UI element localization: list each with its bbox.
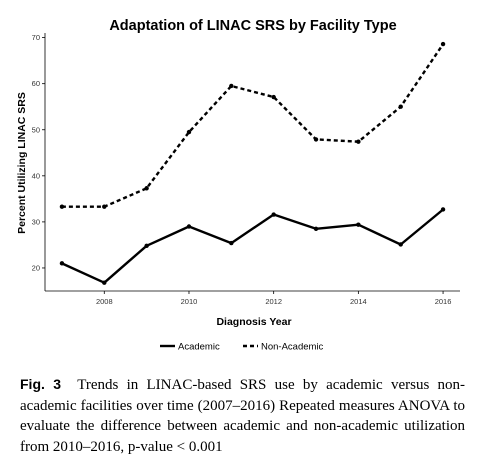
data-point-non-academic — [59, 204, 65, 209]
data-point-academic — [59, 261, 65, 266]
series-line-non-academic — [61, 43, 445, 208]
data-point-non-academic — [440, 41, 446, 47]
y-tick-label: 60 — [32, 79, 40, 88]
legend: Academic Non-Academic — [160, 342, 324, 353]
data-point-non-academic — [102, 204, 107, 209]
x-tick-label: 2012 — [265, 297, 282, 306]
y-ticks: 20 30 40 50 60 70 — [32, 33, 45, 272]
figure-caption: Fig. 3 Trends in LINAC-based SRS use by … — [20, 374, 465, 457]
x-tick-label: 2008 — [96, 297, 113, 306]
caption-label: Fig. 3 — [20, 376, 62, 392]
x-axis-label: Diagnosis Year — [216, 316, 291, 328]
data-point-non-academic — [186, 129, 192, 135]
x-tick-label: 2016 — [435, 297, 452, 306]
data-point-non-academic — [271, 94, 276, 100]
data-point-academic — [356, 222, 361, 227]
legend-label-non-academic: Non-Academic — [261, 342, 324, 353]
data-point-academic — [398, 242, 403, 247]
y-tick-label: 40 — [32, 171, 40, 180]
y-tick-label: 70 — [32, 33, 40, 42]
data-point-academic — [440, 207, 446, 212]
caption-text: Trends in LINAC-based SRS use by academi… — [20, 377, 466, 455]
data-point-academic — [144, 243, 149, 249]
data-point-academic — [186, 224, 192, 229]
y-axis-label: Percent Utilizing LINAC SRS — [16, 92, 28, 234]
data-point-non-academic — [229, 83, 234, 89]
data-point-non-academic — [356, 139, 361, 144]
y-tick-label: 50 — [32, 125, 40, 134]
data-point-non-academic — [144, 186, 149, 191]
x-tick-label: 2014 — [350, 297, 367, 306]
data-point-non-academic — [313, 137, 319, 142]
x-tick-label: 2010 — [181, 297, 198, 306]
series-line-academic — [61, 208, 444, 284]
data-point-academic — [313, 226, 319, 232]
y-tick-label: 20 — [32, 263, 40, 272]
chart-title: Adaptation of LINAC SRS by Facility Type — [109, 18, 396, 34]
x-ticks: 2008 2010 2012 2014 2016 — [96, 291, 451, 306]
y-tick-label: 30 — [32, 217, 40, 226]
legend-label-academic: Academic — [178, 342, 220, 353]
data-point-academic — [229, 240, 234, 246]
series-layer — [59, 41, 446, 285]
data-point-non-academic — [398, 104, 403, 109]
data-point-academic — [271, 212, 276, 217]
data-point-academic — [102, 280, 107, 285]
line-chart: Adaptation of LINAC SRS by Facility Type… — [16, 18, 460, 353]
